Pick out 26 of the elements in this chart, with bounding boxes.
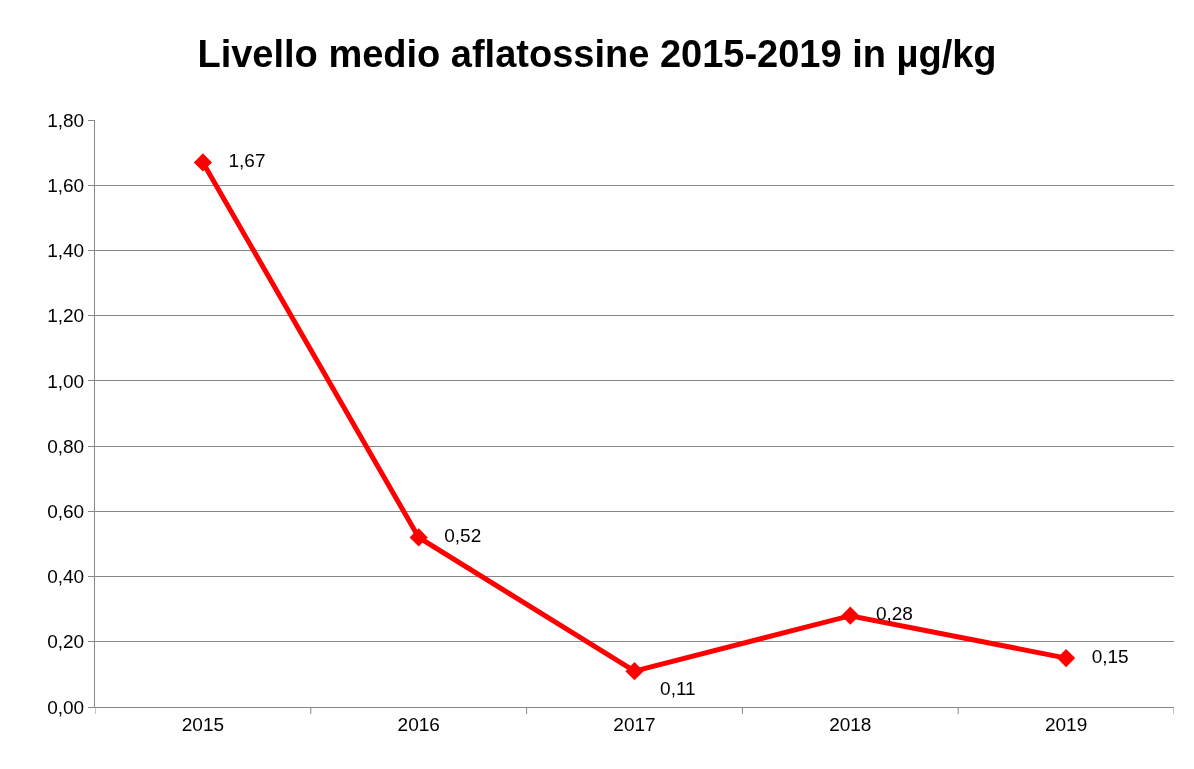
y-tick-label: 0,00 xyxy=(47,696,85,718)
chart-title: Livello medio aflatossine 2015-2019 in µg/kg xyxy=(197,33,997,76)
x-tick-label: 2017 xyxy=(613,713,656,735)
point xyxy=(625,662,644,681)
point xyxy=(193,153,212,172)
y-tick-label: 1,00 xyxy=(47,370,85,392)
y-tick-label: 1,80 xyxy=(47,109,85,131)
y-tick-label: 0,60 xyxy=(47,500,85,522)
y-tick-label: 1,40 xyxy=(47,240,85,262)
x-tick-label: 2018 xyxy=(829,713,872,735)
y-tick-label: 0,20 xyxy=(47,631,85,653)
data-label: 0,52 xyxy=(428,525,482,547)
data-label: 0,28 xyxy=(860,603,913,625)
point xyxy=(1057,648,1076,668)
y-tick-label: 0,40 xyxy=(47,566,85,588)
point xyxy=(841,606,860,625)
y-tick-label: 1,20 xyxy=(47,305,85,327)
data-label: 0,15 xyxy=(1075,645,1129,667)
point xyxy=(409,528,428,547)
data-label: 0,11 xyxy=(644,678,696,700)
y-tick-label: 0,80 xyxy=(47,435,85,457)
x-tick-label: 2015 xyxy=(181,713,225,735)
x-tick-label: 2016 xyxy=(397,713,440,735)
x-tick-label: 2019 xyxy=(1044,713,1088,735)
data-label: 1,67 xyxy=(212,150,266,172)
y-tick-label: 1,60 xyxy=(47,174,85,196)
